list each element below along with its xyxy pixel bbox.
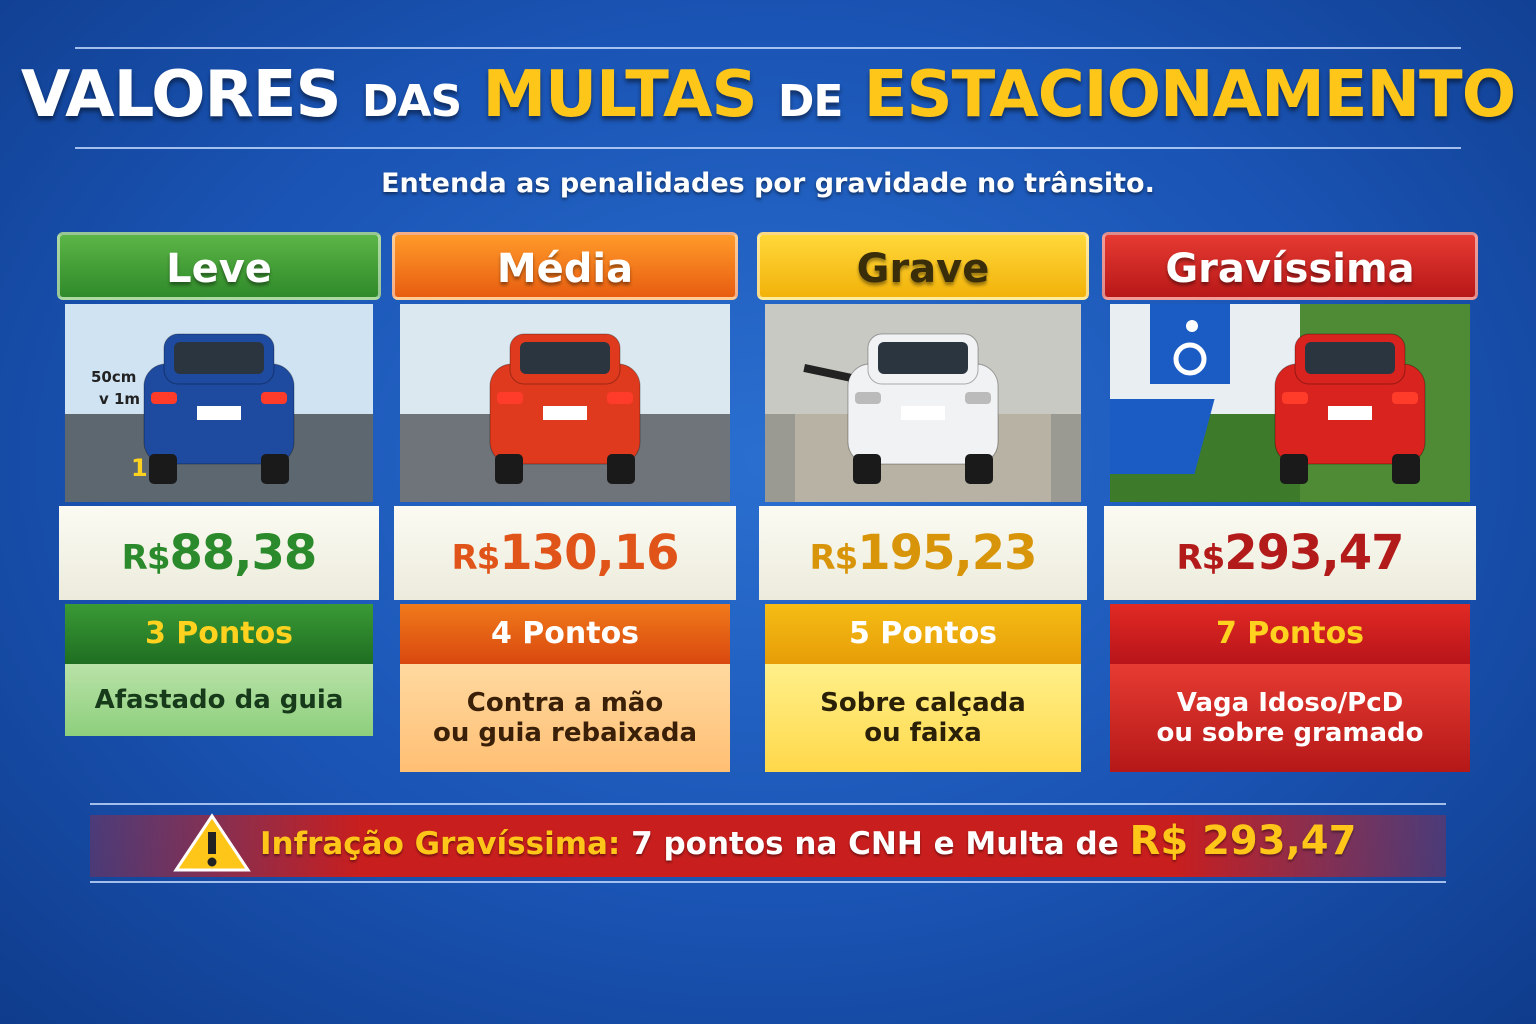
level-ribbon: Leve <box>57 232 381 300</box>
currency: R$ <box>809 538 858 578</box>
amount: 293,47 <box>1224 525 1404 581</box>
image-label: v 1m <box>99 390 141 408</box>
title-word: MULTAS <box>482 58 757 132</box>
warning-icon <box>173 813 251 872</box>
description-line: Contra a mão <box>466 688 664 718</box>
image-label: 1 <box>131 454 148 482</box>
amount: 130,16 <box>499 525 679 581</box>
warning-body: 7 pontos na CNH e Multa de <box>631 826 1119 862</box>
price-box: R$130,16 <box>394 506 736 600</box>
description: Vaga Idoso/PcD ou sobre gramado <box>1110 664 1470 772</box>
card: Leve 50cm v 1m 1 R$88,38 3 Pontos Afastado da… <box>57 232 381 772</box>
level-ribbon: Gravíssima <box>1102 232 1478 300</box>
illustration <box>400 304 730 502</box>
divider <box>75 147 1461 149</box>
card: Gravíssima R$293,47 7 Pontos Vaga Idoso/Pc… <box>1102 232 1478 772</box>
price-box: R$293,47 <box>1104 506 1476 600</box>
description-line: ou faixa <box>864 718 982 748</box>
image-label: 50cm <box>91 368 137 386</box>
currency: R$ <box>121 538 171 578</box>
subtitle: Entenda as penalidades por gravidade no … <box>381 168 1155 199</box>
description: Afastado da guia <box>65 664 373 736</box>
divider <box>90 803 1446 805</box>
level-ribbon: Grave <box>757 232 1089 300</box>
illustration: 50cm v 1m 1 <box>65 304 373 502</box>
amount: 88,38 <box>169 525 318 581</box>
warning-banner <box>90 815 1446 877</box>
level-ribbon: Média <box>392 232 738 300</box>
card: Grave R$195,23 5 Pontos Sobre calçada ou fa… <box>757 232 1089 772</box>
warning-label: Infração Gravíssima: <box>260 826 621 862</box>
amount: 195,23 <box>857 525 1037 581</box>
divider <box>90 881 1446 883</box>
points: 4 Pontos <box>400 604 730 664</box>
currency: R$ <box>451 538 500 578</box>
title-word: ESTACIONAMENTO <box>863 58 1516 132</box>
description-line: Vaga Idoso/PcD <box>1176 688 1404 718</box>
title-word: DE <box>777 76 844 127</box>
description-line: Sobre calçada <box>820 688 1026 718</box>
description-line: ou sobre gramado <box>1156 718 1424 748</box>
description-line: ou guia rebaixada <box>432 718 698 748</box>
description: Contra a mão ou guia rebaixada <box>400 664 730 772</box>
card: Média R$130,16 4 Pontos Contra a mão ou gui… <box>392 232 738 772</box>
points: 7 Pontos <box>1110 604 1470 664</box>
title-word: VALORES <box>20 58 342 132</box>
price-box: R$195,23 <box>759 506 1087 600</box>
warning-amount: R$ 293,47 <box>1129 818 1357 864</box>
points: 3 Pontos <box>65 604 373 664</box>
price-box: R$88,38 <box>59 506 379 600</box>
description-line: Afastado da guia <box>94 685 344 715</box>
divider <box>75 47 1461 49</box>
illustration <box>1110 304 1470 502</box>
illustration <box>765 304 1081 502</box>
title-word: DAS <box>361 76 462 127</box>
description: Sobre calçada ou faixa <box>765 664 1081 772</box>
title: VALORES DAS MULTAS DE ESTACIONAMENTO <box>0 58 1536 132</box>
warning-text: Infração Gravíssima: 7 pontos na CNH e M… <box>260 818 1356 864</box>
currency: R$ <box>1176 538 1225 578</box>
points: 5 Pontos <box>765 604 1081 664</box>
